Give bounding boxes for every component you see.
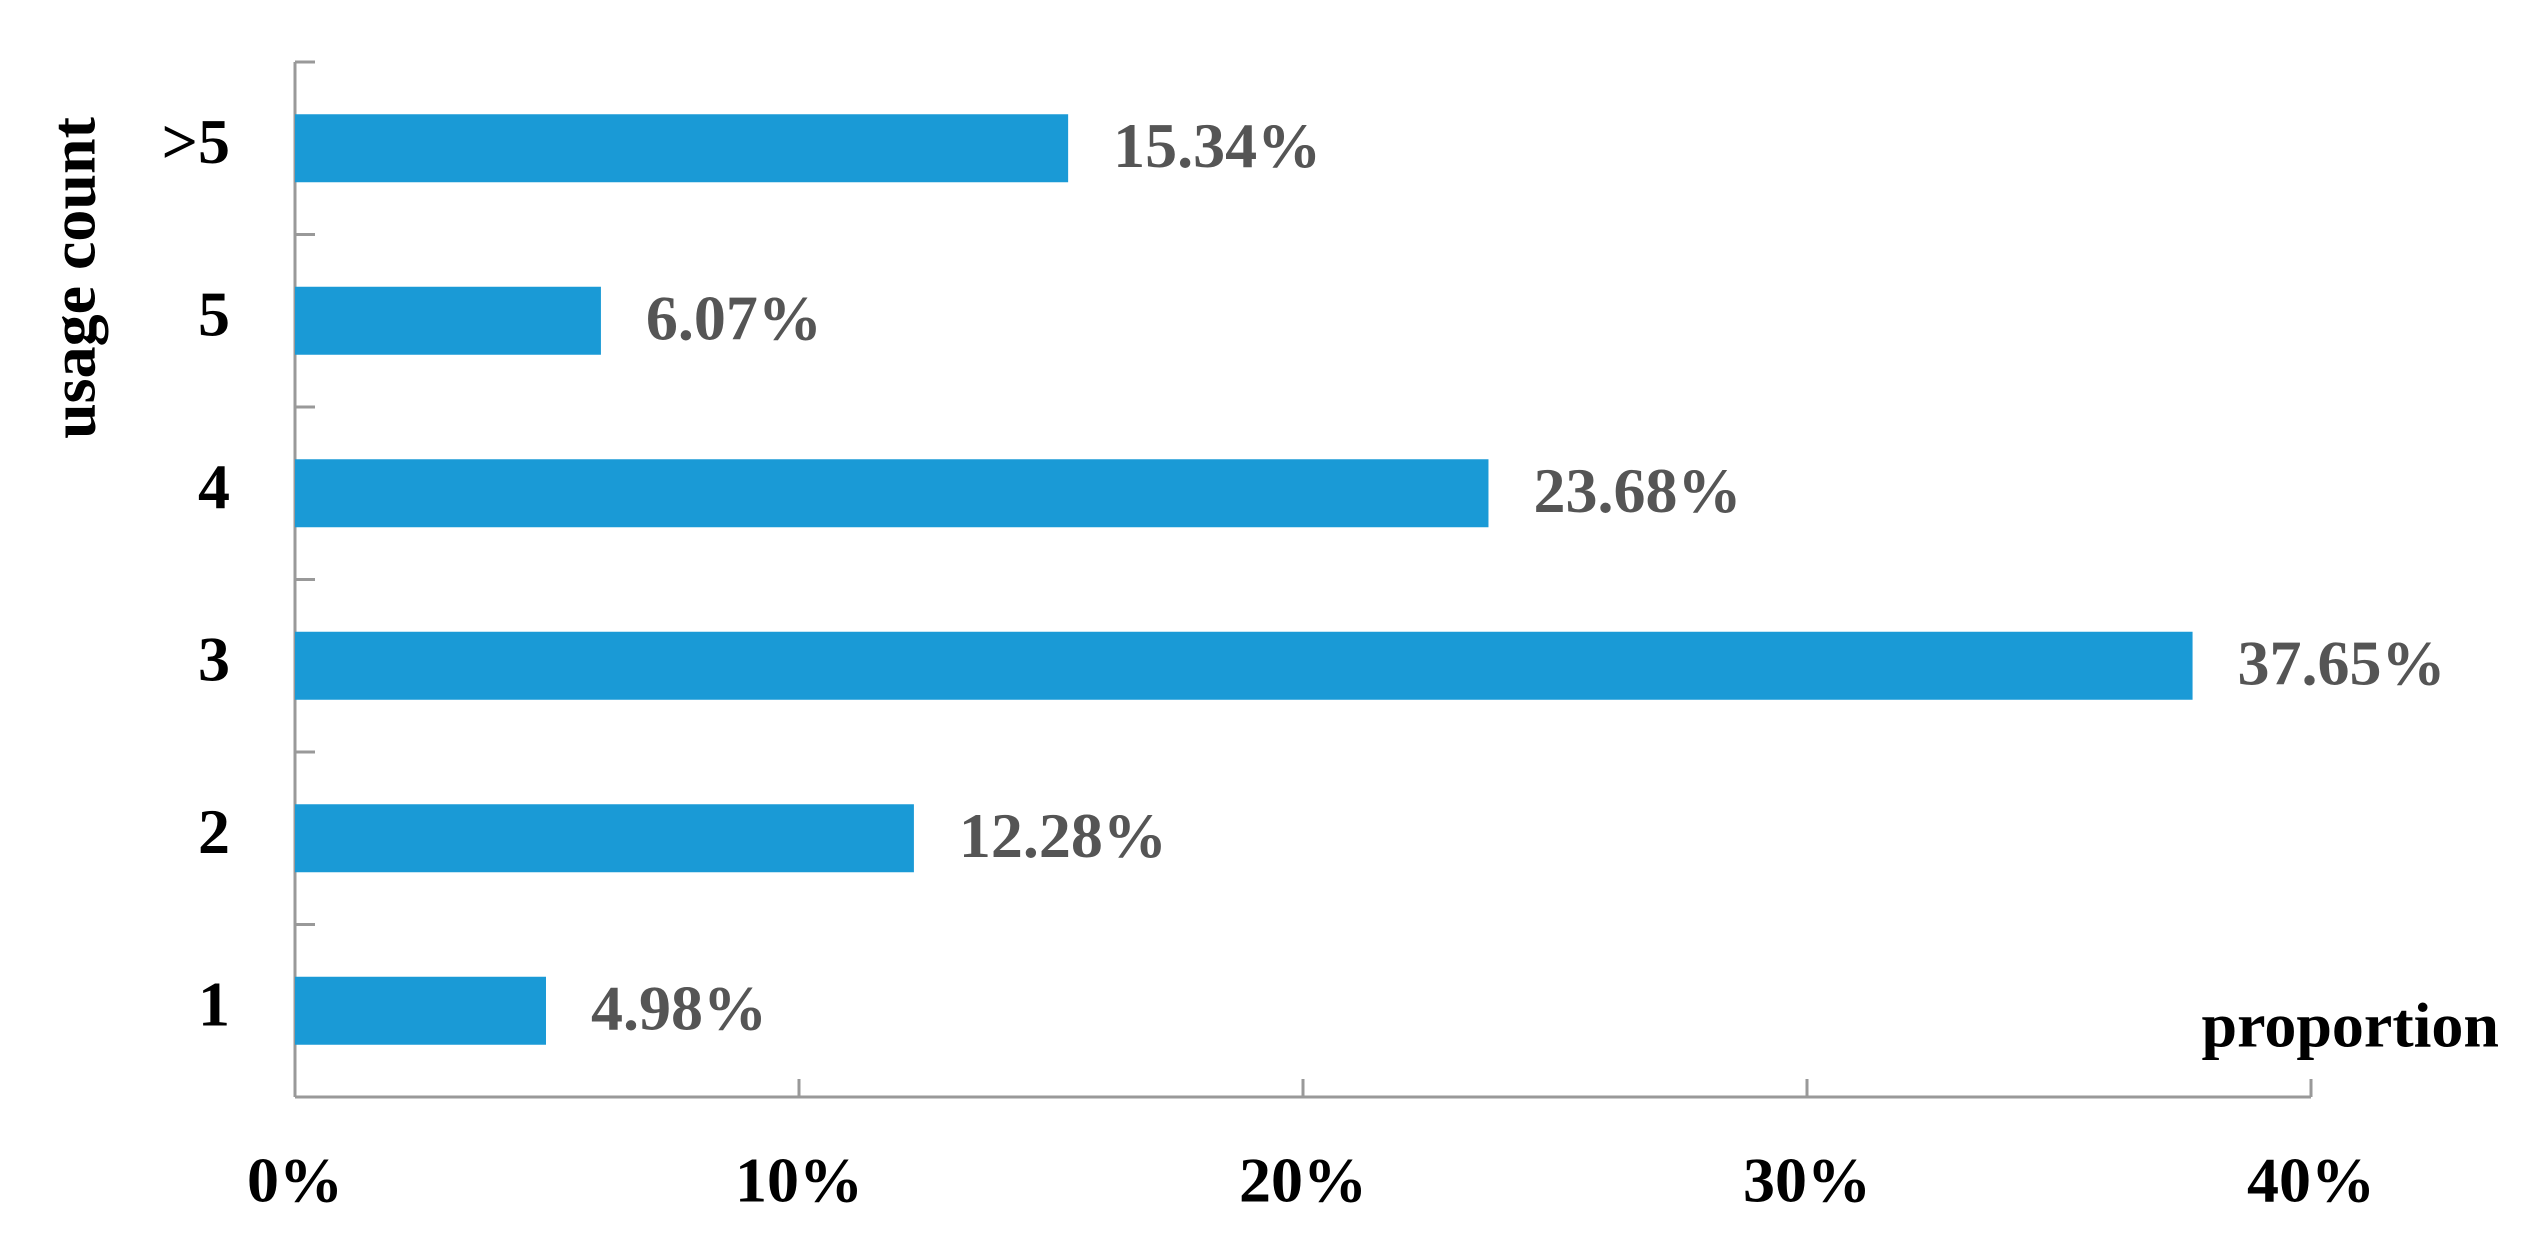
value-label: 4.98% <box>591 972 767 1043</box>
bar <box>295 976 546 1045</box>
x-tick-label: 10% <box>735 1145 863 1216</box>
x-tick-label: 40% <box>2247 1145 2375 1216</box>
x-axis-title: proportion <box>2201 990 2499 1061</box>
value-label: 15.34% <box>1113 110 1321 181</box>
x-tick-label: 0% <box>247 1145 343 1216</box>
y-tick-label: 1 <box>198 968 230 1039</box>
y-tick-label: 3 <box>198 623 230 694</box>
y-tick-label: 4 <box>198 451 230 522</box>
value-label: 12.28% <box>959 800 1167 871</box>
x-tick-label: 20% <box>1239 1145 1367 1216</box>
bar <box>295 114 1069 183</box>
bar <box>295 804 914 873</box>
value-label: 37.65% <box>2238 627 2446 698</box>
y-tick-label: >5 <box>162 106 230 177</box>
bar <box>295 631 2193 700</box>
y-tick-label: 2 <box>198 796 230 867</box>
x-tick-label: 30% <box>1743 1145 1871 1216</box>
y-axis-title: usage count <box>38 116 109 439</box>
value-label: 6.07% <box>646 282 822 353</box>
y-tick-label: 5 <box>198 278 230 349</box>
value-label: 23.68% <box>1533 455 1741 526</box>
bar <box>295 459 1489 528</box>
bar <box>295 286 601 355</box>
